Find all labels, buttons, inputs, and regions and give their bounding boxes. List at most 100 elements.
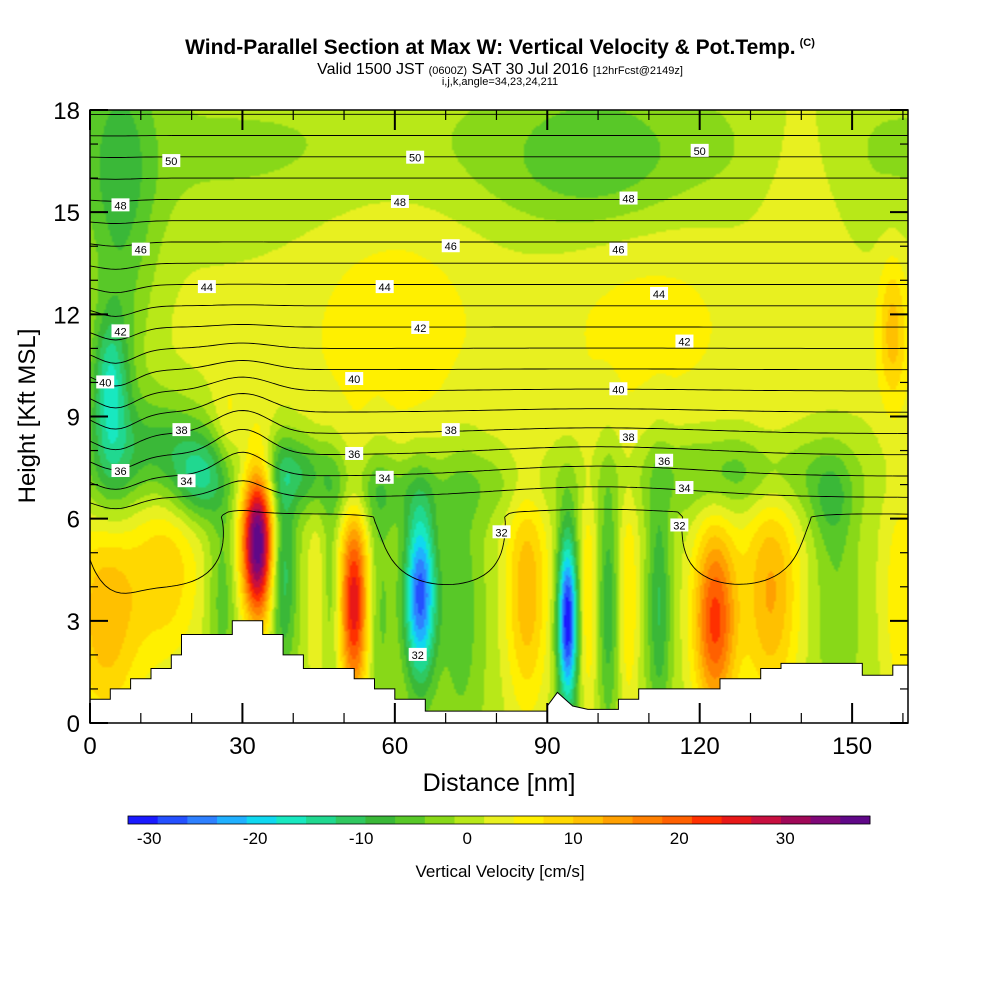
contour-label: 44 [650, 286, 669, 301]
theta-contour-line [90, 324, 908, 341]
theta-contour-line [90, 393, 908, 430]
contour-label: 42 [675, 334, 694, 349]
contour-label-text: 32 [495, 527, 507, 539]
contour-label: 32 [408, 647, 427, 662]
contour-label: 34 [177, 474, 196, 488]
contour-label-text: 48 [114, 200, 126, 212]
contour-label: 40 [96, 375, 115, 389]
contour-label: 38 [619, 429, 638, 444]
colorbar-swatch [751, 816, 782, 824]
theta-contour-line [90, 451, 908, 490]
contour-label-text: 36 [658, 456, 670, 468]
colorbar-swatch [365, 816, 396, 824]
colorbar-swatch [810, 816, 841, 824]
colorbar-swatch [335, 816, 366, 824]
contour-label-text: 40 [348, 374, 360, 386]
theta-contour-line [90, 508, 908, 594]
x-tick-label: 0 [83, 733, 96, 760]
contour-label: 34 [675, 481, 694, 495]
contour-label-text: 46 [612, 245, 624, 257]
contour-label: 48 [111, 198, 130, 212]
contour-label: 36 [111, 463, 130, 478]
colorbar-frame [127, 815, 871, 825]
colorbar-swatch [573, 816, 604, 824]
contour-label: 32 [492, 525, 511, 539]
colorbar-swatch [840, 816, 871, 824]
colorbar-swatch [187, 816, 218, 824]
x-tick-label: 30 [229, 733, 256, 760]
contour-label-text: 40 [612, 384, 624, 396]
contour-label-text: 34 [678, 483, 690, 495]
contour-label-text: 48 [394, 197, 406, 209]
chart-subtitle: Valid 1500 JST (0600Z) SAT 30 Jul 2016 [… [0, 61, 1000, 79]
contour-label: 48 [619, 191, 638, 206]
contour-label: 50 [406, 150, 425, 165]
colorbar-swatch [395, 816, 426, 824]
x-tick-label: 150 [832, 733, 872, 760]
theta-contour-line [90, 376, 908, 409]
theta-contour-line [90, 283, 908, 294]
colorbar-tick-label: -10 [349, 829, 374, 848]
utc-time: (0600Z) [428, 65, 468, 77]
contour-label: 38 [172, 423, 191, 437]
terrain [89, 620, 909, 724]
contour-label: 50 [162, 154, 181, 168]
contour-label: 44 [197, 280, 216, 294]
grid-info: i,j,k,angle=34,23,24,211 [441, 76, 559, 88]
theta-contours [90, 113, 908, 723]
vertical-velocity-field [90, 110, 908, 723]
contour-label-text: 46 [135, 245, 147, 257]
colorbar-swatch [632, 816, 663, 824]
contour-label: 36 [345, 446, 364, 461]
contour-label: 38 [441, 423, 460, 437]
x-tick-label: 120 [680, 733, 720, 760]
contour-label: 46 [441, 239, 460, 253]
contour-label-text: 34 [180, 476, 192, 488]
colorbar-swatch [602, 816, 634, 824]
chart-title: Wind-Parallel Section at Max W: Vertical… [0, 36, 1000, 60]
title-main: Wind-Parallel Section at Max W: Vertical… [185, 36, 796, 59]
colorbar-tick-label: 30 [776, 829, 795, 848]
contour-label-text: 36 [348, 449, 360, 461]
theta-contour-line [90, 304, 908, 317]
colorbar-swatch [128, 816, 159, 824]
contour-label: 40 [609, 382, 628, 396]
y-tick-label: 18 [53, 98, 80, 125]
contour-label-text: 32 [412, 650, 424, 662]
contour-label-text: 36 [114, 466, 126, 478]
theta-contour-line [90, 262, 908, 270]
contour-label: 50 [690, 143, 709, 158]
contour-label: 46 [609, 242, 628, 257]
contour-label-text: 50 [694, 146, 706, 158]
valid-label: Valid 1500 JST [317, 61, 425, 78]
colorbar-swatch [662, 816, 693, 824]
colorbar-swatch [246, 816, 277, 824]
contour-label: 42 [411, 320, 430, 335]
contour-label-text: 40 [99, 377, 111, 389]
contour-label-text: 42 [678, 337, 690, 349]
contour-label-text: 50 [165, 156, 177, 168]
contour-label: 32 [670, 518, 689, 532]
contour-label: 46 [131, 242, 150, 257]
y-tick-label: 6 [67, 507, 80, 534]
contour-label: 34 [375, 470, 394, 485]
contour-label-text: 38 [445, 425, 457, 437]
contour-label: 48 [390, 194, 409, 209]
colorbar-swatch [217, 816, 248, 824]
y-tick-label: 3 [67, 609, 80, 636]
colorbar-tick-label: 20 [670, 829, 689, 848]
colorbar-swatch [454, 816, 485, 824]
valid-date: SAT 30 Jul 2016 [471, 61, 589, 78]
colorbar-swatch [721, 816, 752, 824]
colorbar-swatch [306, 816, 337, 824]
x-tick-label: 60 [381, 733, 408, 760]
colorbar-tick-label: 0 [462, 829, 471, 848]
contour-labels: 32 32 32 34 34 34 36 36 36 38 38 38 40 40 40 42 42 42 44 44… [96, 143, 709, 662]
colorbar-label: Vertical Velocity [cm/s] [415, 862, 585, 881]
x-tick-label: 90 [534, 733, 561, 760]
contour-label-text: 44 [379, 282, 391, 294]
contour-label-text: 42 [114, 326, 126, 338]
forecast-info: [12hrFcst@2149z] [592, 65, 683, 77]
